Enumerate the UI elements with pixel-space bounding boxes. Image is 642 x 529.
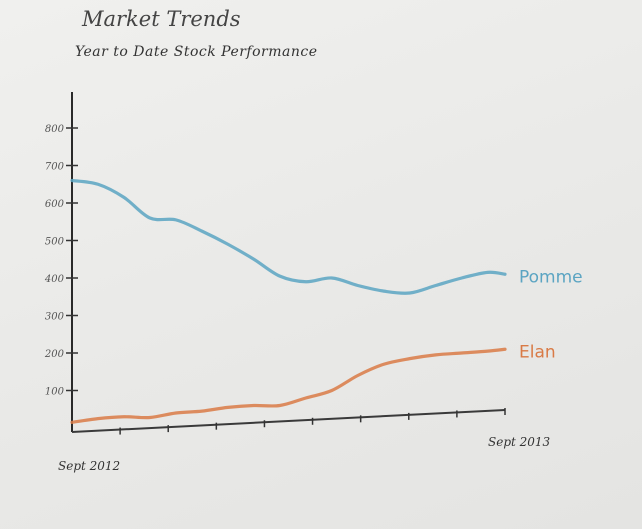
- series-label-elan: Elan: [519, 342, 556, 362]
- y-tick-label-100: 100: [45, 387, 65, 398]
- y-tick-label-300: 300: [45, 312, 65, 323]
- x-axis: [71, 409, 506, 433]
- y-tick-label-700: 700: [45, 162, 65, 173]
- x-ticks: [119, 408, 506, 435]
- y-tick-label-500: 500: [45, 237, 65, 248]
- x-end-label: Sept 2013: [488, 435, 551, 449]
- x-start-label: Sept 2012: [58, 459, 120, 473]
- series-lines: [70, 178, 507, 424]
- y-tick-label-400: 400: [44, 274, 65, 285]
- series-line-pomme: [70, 178, 507, 295]
- y-tick-label-800: 800: [45, 124, 65, 135]
- chart-subtitle: Year to Date Stock Performance: [75, 44, 318, 60]
- series-line-elan: [70, 347, 507, 424]
- series-labels: Pomme Elan: [519, 267, 583, 362]
- y-tick-label-600: 600: [45, 199, 65, 210]
- chart-title: Market Trends: [81, 7, 241, 31]
- series-label-pomme: Pomme: [519, 267, 583, 287]
- y-ticks: 100 200 300 400 500 600 700 800: [44, 124, 78, 398]
- y-tick-label-200: 200: [44, 349, 65, 360]
